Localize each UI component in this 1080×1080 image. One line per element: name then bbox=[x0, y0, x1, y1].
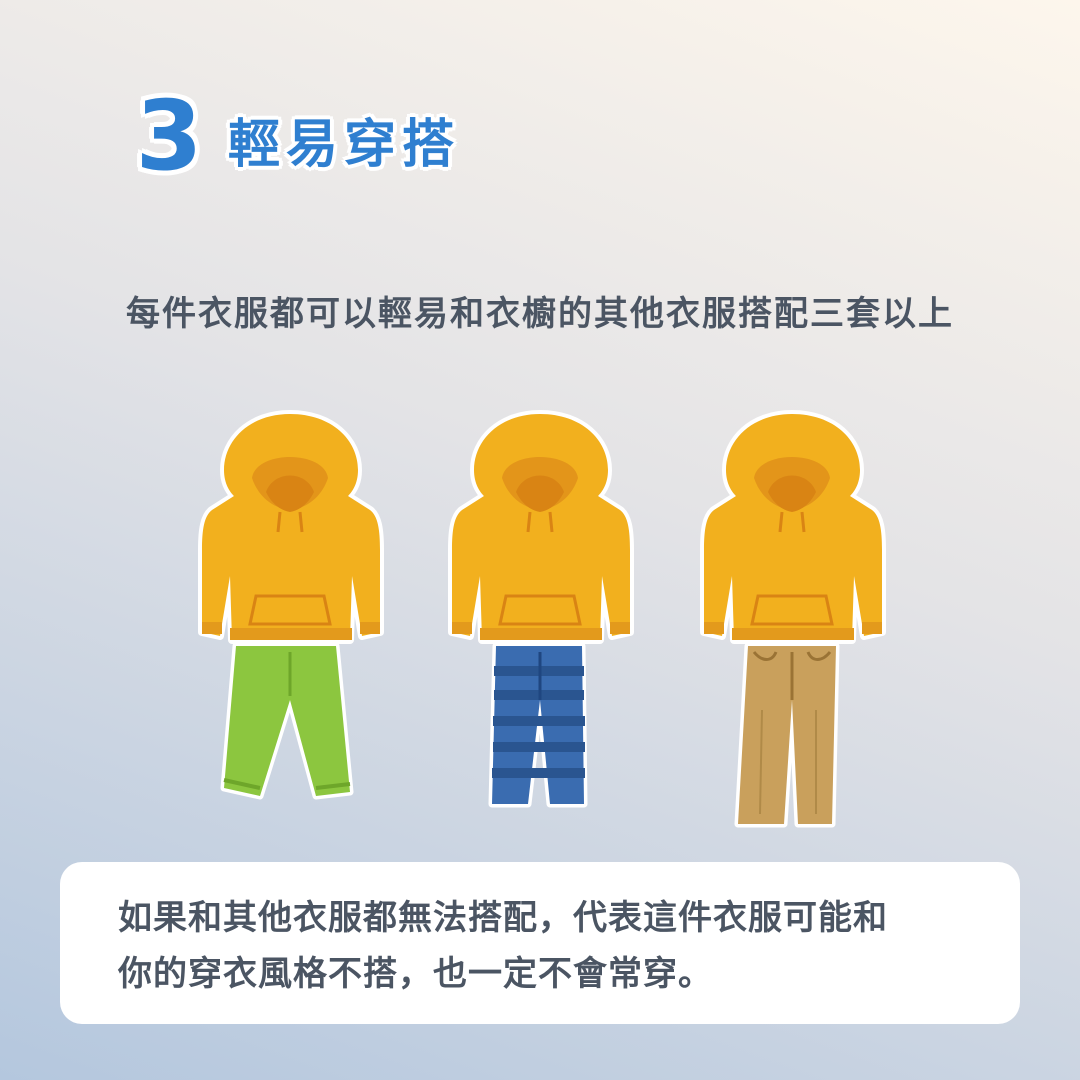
green-pants-icon bbox=[220, 642, 354, 800]
outfit-3-drawing bbox=[700, 410, 886, 828]
subtitle: 每件衣服都可以輕易和衣櫥的其他衣服搭配三套以上 bbox=[126, 294, 954, 334]
khaki-pants-icon bbox=[734, 642, 840, 828]
note-line-1: 如果和其他衣服都無法搭配，代表這件衣服可能和 bbox=[118, 898, 888, 938]
page-title: 輕易穿搭 bbox=[228, 114, 461, 175]
outfit-illustrations bbox=[0, 400, 1080, 850]
note-line-2: 你的穿衣風格不搭，也一定不會常穿。 bbox=[118, 954, 713, 994]
outfit-1-drawing bbox=[198, 410, 384, 800]
outfit-2 bbox=[440, 400, 640, 840]
yellow-hoodie-icon bbox=[448, 410, 634, 644]
outfit-3 bbox=[692, 400, 892, 840]
note-card: 如果和其他衣服都無法搭配，代表這件衣服可能和 你的穿衣風格不搭，也一定不會常穿。 bbox=[60, 862, 1020, 1024]
outfit-2-drawing bbox=[448, 410, 634, 808]
yellow-hoodie-icon bbox=[198, 410, 384, 644]
outfit-1 bbox=[190, 400, 390, 840]
section-number: 3 bbox=[135, 80, 203, 192]
yellow-hoodie-icon bbox=[700, 410, 886, 644]
blue-striped-jeans-icon bbox=[488, 642, 588, 808]
